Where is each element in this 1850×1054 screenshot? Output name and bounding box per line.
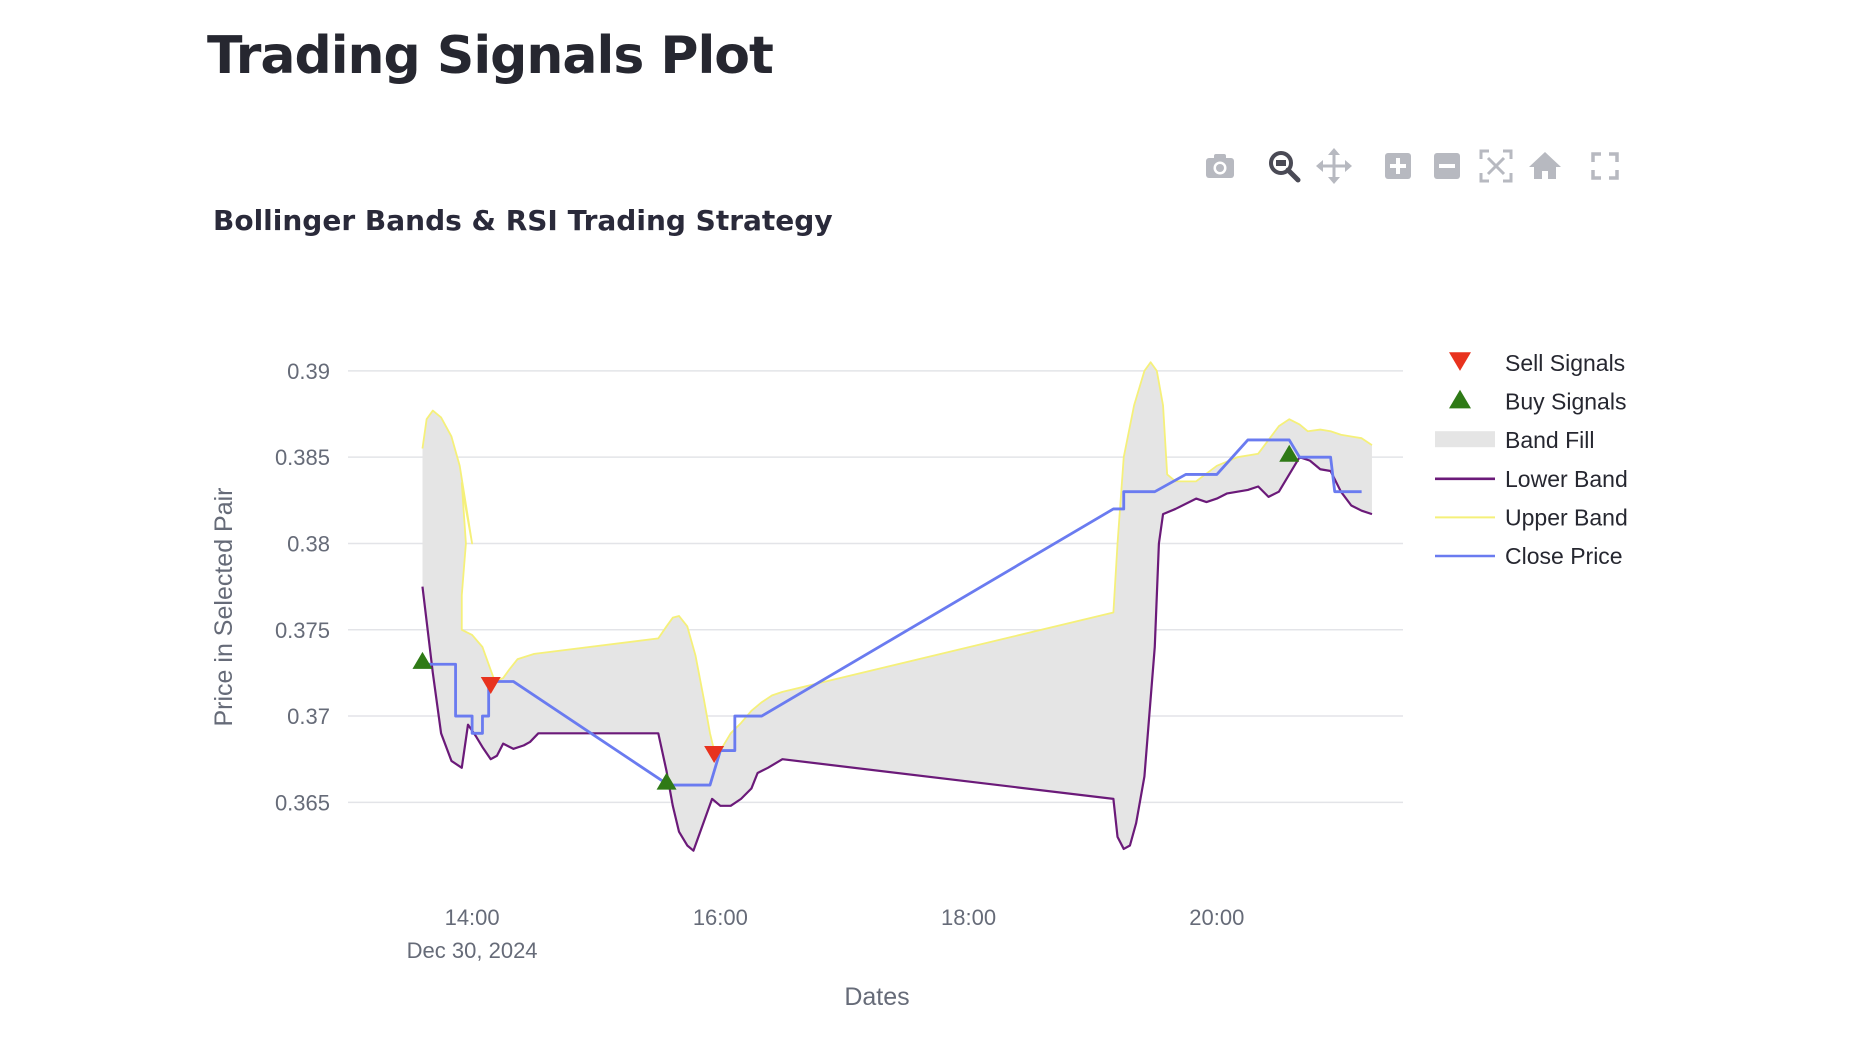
y-tick-label: 0.385 bbox=[275, 445, 330, 470]
legend-item: Buy Signals bbox=[1449, 389, 1626, 415]
legend-swatch-fill bbox=[1435, 431, 1495, 448]
legend-label: Upper Band bbox=[1505, 504, 1628, 530]
legend-item: Lower Band bbox=[1435, 466, 1628, 492]
x-tick-label: 20:00 bbox=[1189, 905, 1244, 930]
x-axis-title: Dates bbox=[844, 983, 909, 1011]
page-title: Trading Signals Plot bbox=[207, 26, 774, 86]
legend-item: Close Price bbox=[1435, 543, 1623, 569]
pan-icon[interactable] bbox=[1314, 146, 1354, 186]
zoom-out-icon[interactable] bbox=[1427, 146, 1467, 186]
y-tick-label: 0.39 bbox=[287, 359, 330, 384]
zoom-icon[interactable] bbox=[1264, 146, 1304, 186]
x-tick-sublabel: Dec 30, 2024 bbox=[407, 938, 538, 963]
y-tick-label: 0.38 bbox=[287, 531, 330, 556]
x-tick-label: 14:00 bbox=[445, 905, 500, 930]
autoscale-icon[interactable] bbox=[1476, 146, 1516, 186]
legend-swatch-buy bbox=[1449, 389, 1471, 409]
buy-signal-marker bbox=[1279, 444, 1300, 462]
y-tick-label: 0.37 bbox=[287, 704, 330, 729]
band-fill-layer bbox=[422, 362, 1372, 851]
home-icon[interactable] bbox=[1525, 146, 1565, 186]
series-lines-layer bbox=[421, 361, 1373, 852]
y-axis-title: Price in Selected Pair bbox=[210, 487, 238, 726]
sell-signal-marker bbox=[704, 746, 725, 764]
tick-labels-layer: 0.365 0.37 0.375 0.38 0.385 0.39 14:00 Dec 30, … bbox=[275, 359, 1244, 963]
legend-item: Upper Band bbox=[1435, 504, 1628, 530]
x-tick-label: 18:00 bbox=[941, 905, 996, 930]
x-tick-label: 16:00 bbox=[693, 905, 748, 930]
y-tick-label: 0.375 bbox=[275, 618, 330, 643]
zoom-in-icon[interactable] bbox=[1378, 146, 1418, 186]
chart-title: Bollinger Bands & RSI Trading Strategy bbox=[213, 204, 833, 237]
legend-label: Sell Signals bbox=[1505, 350, 1625, 376]
close-price-line bbox=[422, 438, 1362, 787]
fullscreen-icon[interactable] bbox=[1585, 146, 1625, 186]
band-fill-area bbox=[422, 362, 1372, 851]
plot-modebar bbox=[1180, 146, 1620, 190]
lower-band-line bbox=[421, 456, 1373, 852]
legend-label: Close Price bbox=[1505, 543, 1623, 569]
legend-item: Sell Signals bbox=[1449, 350, 1625, 376]
legend-label: Band Fill bbox=[1505, 427, 1594, 453]
legend-item: Band Fill bbox=[1435, 427, 1594, 453]
sell-signal-marker bbox=[480, 676, 501, 694]
legend-label: Lower Band bbox=[1505, 466, 1628, 492]
legend-label: Buy Signals bbox=[1505, 389, 1626, 415]
signal-markers-layer bbox=[412, 444, 1300, 790]
buy-signal-marker bbox=[412, 651, 433, 669]
camera-icon[interactable] bbox=[1200, 146, 1240, 186]
legend-swatch-sell bbox=[1449, 352, 1471, 371]
y-tick-label: 0.365 bbox=[275, 790, 330, 815]
buy-signal-marker bbox=[656, 772, 677, 790]
legend: Sell Signals Buy Signals Band Fill Lower Ba… bbox=[1435, 350, 1628, 569]
